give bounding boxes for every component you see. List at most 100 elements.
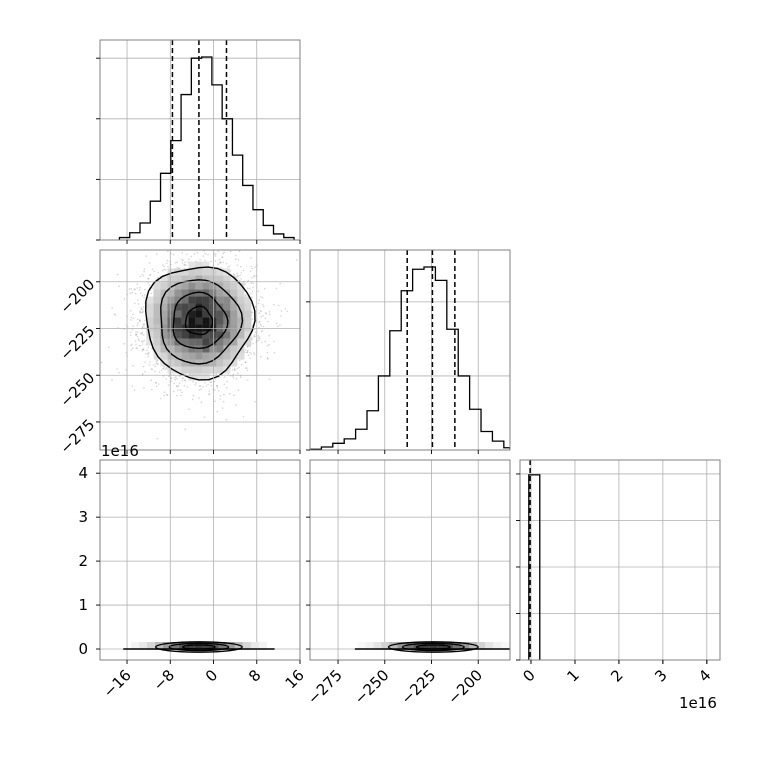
histogram-panel-1	[100, 40, 300, 240]
scatter-point	[253, 335, 255, 338]
scatter-point	[226, 380, 228, 383]
density-cell	[195, 345, 203, 353]
scatter-point	[175, 385, 178, 388]
scatter-point	[251, 277, 253, 279]
scatter-point	[132, 364, 134, 367]
scatter-point	[154, 370, 156, 373]
scatter-point	[150, 292, 152, 295]
histogram-bin	[378, 376, 389, 450]
scatter-point	[133, 288, 135, 291]
density-cell	[146, 642, 155, 651]
scatter-point	[141, 309, 144, 311]
scatter-point	[254, 266, 256, 268]
scatter-point	[132, 313, 134, 316]
scatter-point	[245, 294, 247, 296]
scatter-point	[176, 394, 178, 397]
density-cell	[160, 345, 168, 353]
scatter-point	[244, 367, 247, 369]
scatter-point	[150, 379, 152, 382]
scatter-point	[142, 326, 144, 328]
scatter-point	[260, 355, 262, 358]
scatter-point	[237, 389, 240, 391]
scatter-point	[170, 380, 172, 382]
scatter-point	[159, 397, 162, 400]
scatter-point	[258, 338, 261, 340]
contour-line	[182, 644, 216, 650]
density-cell	[230, 303, 238, 311]
scatter-point	[107, 346, 110, 349]
scatter-point	[259, 310, 262, 312]
scatter-point	[225, 418, 228, 421]
scatter-point	[166, 393, 168, 396]
density-cell	[223, 296, 231, 304]
density-cell	[181, 338, 189, 346]
density-cell	[188, 261, 196, 269]
contour-line	[172, 291, 229, 350]
scatter-point	[249, 345, 252, 347]
scatter-point	[199, 385, 201, 387]
scatter-point	[162, 367, 165, 370]
scatter-point	[141, 350, 144, 352]
scatter-point	[247, 349, 249, 352]
scatter-point	[137, 299, 139, 301]
density-cell	[202, 310, 210, 318]
scatter-point	[223, 383, 225, 386]
scatter-point	[254, 401, 256, 403]
density-cell	[209, 366, 217, 374]
scatter-point	[141, 343, 144, 345]
scatter-point	[133, 389, 136, 392]
scatter-point	[177, 385, 180, 387]
scatter-point	[145, 255, 147, 257]
scatter-point	[163, 394, 165, 397]
histogram-bin	[181, 95, 191, 240]
histogram-panel-3	[520, 460, 720, 660]
density-cell	[195, 352, 203, 360]
scatter-point	[144, 361, 147, 364]
density-cell	[202, 317, 210, 325]
density-cell	[202, 261, 210, 269]
density-cell	[138, 642, 147, 651]
scatter-point	[181, 380, 184, 382]
scatter-point	[213, 253, 216, 255]
scatter-point	[165, 367, 168, 370]
scatter-point	[204, 259, 207, 262]
scatter-point	[195, 382, 197, 384]
histogram-frame-3	[519, 459, 721, 661]
scatter-point	[268, 378, 271, 381]
scatter-point	[254, 335, 256, 338]
density-frame-23	[309, 459, 511, 661]
density-cell	[202, 642, 211, 651]
histogram-frame-2	[309, 249, 511, 451]
histogram-bin	[212, 85, 222, 240]
density-cell	[181, 366, 189, 374]
scatter-point	[130, 288, 132, 290]
scatter-point	[142, 348, 144, 351]
density-cell	[146, 303, 154, 311]
scatter-point	[131, 329, 134, 331]
scatter-point	[262, 325, 265, 328]
density-cell	[216, 324, 224, 332]
scatter-point	[192, 394, 195, 397]
scatter-point	[183, 264, 185, 266]
density-cell	[195, 324, 203, 332]
scatter-point	[139, 275, 142, 278]
scatter-point	[179, 389, 182, 391]
scatter-point	[219, 398, 221, 400]
scatter-point	[236, 264, 239, 267]
scatter-point	[273, 340, 275, 343]
scatter-point	[261, 303, 264, 306]
scatter-point	[155, 360, 158, 363]
scatter-point	[142, 310, 144, 313]
density-cell	[146, 310, 154, 318]
scatter-point	[184, 428, 186, 431]
scatter-point	[216, 385, 218, 387]
scatter-point	[149, 361, 151, 363]
scatter-point	[261, 329, 264, 332]
density-cell	[405, 642, 414, 651]
scatter-point	[175, 375, 177, 378]
scatter-point	[251, 337, 253, 340]
scatter-point	[260, 315, 263, 318]
density-cell	[237, 296, 245, 304]
density-cell	[223, 352, 231, 360]
scatter-point	[167, 266, 169, 268]
